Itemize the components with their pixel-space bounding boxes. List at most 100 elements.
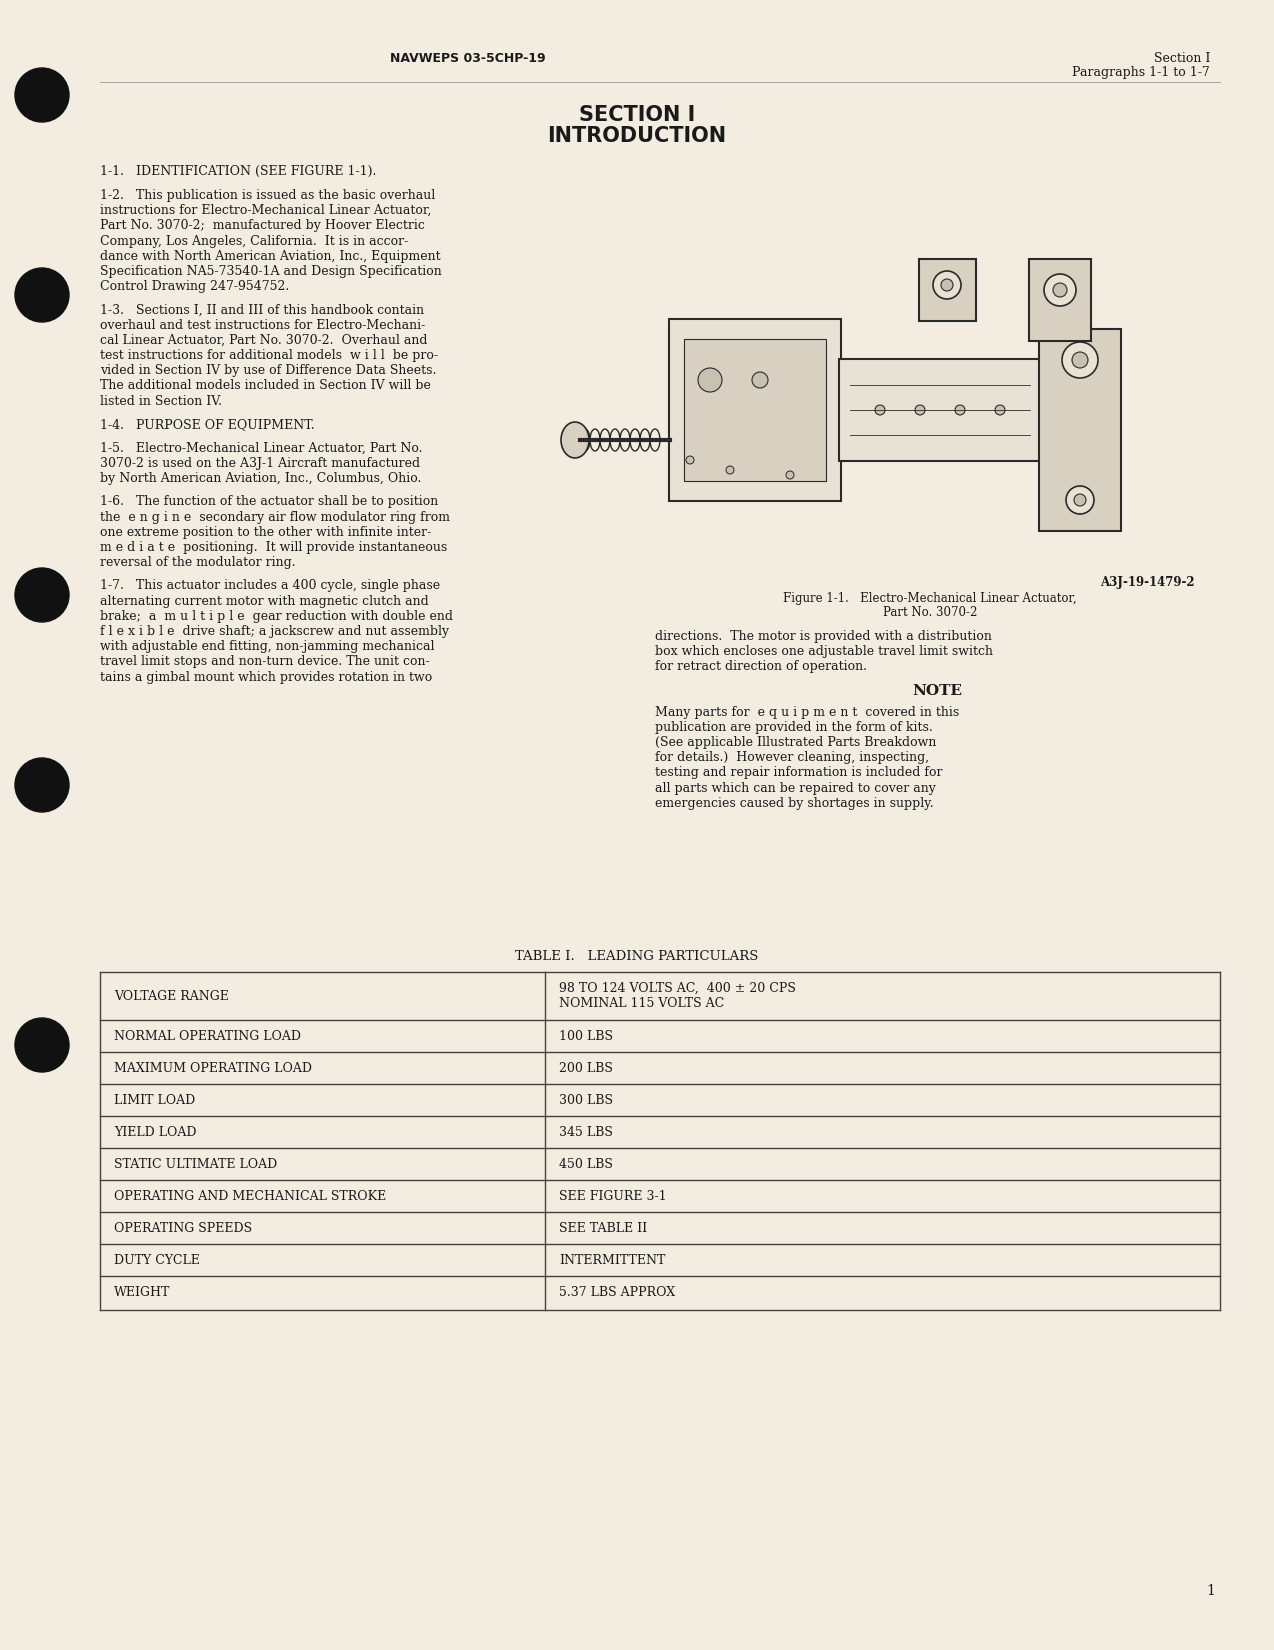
Circle shape [15,68,69,122]
Ellipse shape [561,422,589,459]
Circle shape [1054,284,1068,297]
Text: with adjustable end fitting, non-jamming mechanical: with adjustable end fitting, non-jamming… [99,640,434,653]
Text: A3J-19-1479-2: A3J-19-1479-2 [1101,576,1195,589]
Circle shape [1074,493,1085,507]
Text: brake;  a  m u l t i p l e  gear reduction with double end: brake; a m u l t i p l e gear reduction … [99,610,454,622]
Circle shape [698,368,722,393]
Circle shape [15,1018,69,1072]
Text: INTERMITTENT: INTERMITTENT [559,1254,665,1267]
Circle shape [15,267,69,322]
Text: box which encloses one adjustable travel limit switch: box which encloses one adjustable travel… [655,645,992,658]
Text: directions.  The motor is provided with a distribution: directions. The motor is provided with a… [655,630,992,644]
Text: 5.37 LBS APPROX: 5.37 LBS APPROX [559,1287,675,1300]
Text: STATIC ULTIMATE LOAD: STATIC ULTIMATE LOAD [113,1158,278,1170]
Text: OPERATING SPEEDS: OPERATING SPEEDS [113,1221,252,1234]
Text: all parts which can be repaired to cover any: all parts which can be repaired to cover… [655,782,936,795]
Circle shape [752,371,768,388]
Text: LIMIT LOAD: LIMIT LOAD [113,1094,195,1107]
Text: OPERATING AND MECHANICAL STROKE: OPERATING AND MECHANICAL STROKE [113,1190,386,1203]
Circle shape [726,465,734,474]
Text: reversal of the modulator ring.: reversal of the modulator ring. [99,556,296,569]
Text: instructions for Electro-Mechanical Linear Actuator,: instructions for Electro-Mechanical Line… [99,205,432,218]
Text: MAXIMUM OPERATING LOAD: MAXIMUM OPERATING LOAD [113,1061,312,1074]
Text: f l e x i b l e  drive shaft; a jackscrew and nut assembly: f l e x i b l e drive shaft; a jackscrew… [99,625,450,639]
Circle shape [915,404,925,416]
Text: VOLTAGE RANGE: VOLTAGE RANGE [113,990,229,1003]
Text: DUTY CYCLE: DUTY CYCLE [113,1254,200,1267]
Text: Control Drawing 247-954752.: Control Drawing 247-954752. [99,280,289,294]
Text: 1-7.   This actuator includes a 400 cycle, single phase: 1-7. This actuator includes a 400 cycle,… [99,579,440,592]
Text: m e d i a t e  positioning.  It will provide instantaneous: m e d i a t e positioning. It will provi… [99,541,447,554]
Circle shape [995,404,1005,416]
Text: publication are provided in the form of kits.: publication are provided in the form of … [655,721,933,734]
Text: 345 LBS: 345 LBS [559,1125,613,1138]
Circle shape [1071,351,1088,368]
Text: 1-2.   This publication is issued as the basic overhaul: 1-2. This publication is issued as the b… [99,190,436,201]
FancyBboxPatch shape [669,318,841,502]
FancyBboxPatch shape [840,360,1041,460]
Circle shape [685,455,694,464]
FancyBboxPatch shape [684,338,826,482]
Text: 1-5.   Electro-Mechanical Linear Actuator, Part No.: 1-5. Electro-Mechanical Linear Actuator,… [99,442,423,455]
Text: (See applicable Illustrated Parts Breakdown: (See applicable Illustrated Parts Breakd… [655,736,936,749]
Text: vided in Section IV by use of Difference Data Sheets.: vided in Section IV by use of Difference… [99,365,437,378]
Text: Figure 1-1.   Electro-Mechanical Linear Actuator,: Figure 1-1. Electro-Mechanical Linear Ac… [784,592,1077,606]
Text: cal Linear Actuator, Part No. 3070-2.  Overhaul and: cal Linear Actuator, Part No. 3070-2. Ov… [99,333,428,346]
Text: YIELD LOAD: YIELD LOAD [113,1125,196,1138]
Text: 1-1.   IDENTIFICATION (SEE FIGURE 1-1).: 1-1. IDENTIFICATION (SEE FIGURE 1-1). [99,165,376,178]
Text: SEE TABLE II: SEE TABLE II [559,1221,647,1234]
FancyBboxPatch shape [0,0,1274,1650]
Circle shape [933,271,961,299]
Text: Part No. 3070-2;  manufactured by Hoover Electric: Part No. 3070-2; manufactured by Hoover … [99,219,424,233]
Text: NAVWEPS 03-5CHP-19: NAVWEPS 03-5CHP-19 [390,53,545,64]
FancyBboxPatch shape [1029,259,1091,342]
Text: 98 TO 124 VOLTS AC,  400 ± 20 CPS
NOMINAL 115 VOLTS AC: 98 TO 124 VOLTS AC, 400 ± 20 CPS NOMINAL… [559,982,796,1010]
Circle shape [1063,342,1098,378]
Text: dance with North American Aviation, Inc., Equipment: dance with North American Aviation, Inc.… [99,249,441,262]
Text: WEIGHT: WEIGHT [113,1287,171,1300]
Text: 1: 1 [1206,1584,1215,1597]
Text: 3070-2 is used on the A3J-1 Aircraft manufactured: 3070-2 is used on the A3J-1 Aircraft man… [99,457,420,470]
Text: emergencies caused by shortages in supply.: emergencies caused by shortages in suppl… [655,797,934,810]
Circle shape [941,279,953,290]
Text: 1-6.   The function of the actuator shall be to position: 1-6. The function of the actuator shall … [99,495,438,508]
Text: one extreme position to the other with infinite inter-: one extreme position to the other with i… [99,526,432,540]
Text: Part No. 3070-2: Part No. 3070-2 [883,606,977,619]
Text: Section I: Section I [1154,53,1210,64]
Circle shape [1066,487,1094,515]
FancyBboxPatch shape [919,259,976,322]
Text: travel limit stops and non-turn device. The unit con-: travel limit stops and non-turn device. … [99,655,429,668]
Text: Company, Los Angeles, California.  It is in accor-: Company, Los Angeles, California. It is … [99,234,408,248]
Text: overhaul and test instructions for Electro-Mechani-: overhaul and test instructions for Elect… [99,318,426,332]
Text: Specification NA5-73540-1A and Design Specification: Specification NA5-73540-1A and Design Sp… [99,266,442,277]
Text: the  e n g i n e  secondary air flow modulator ring from: the e n g i n e secondary air flow modul… [99,510,450,523]
Text: TABLE I.   LEADING PARTICULARS: TABLE I. LEADING PARTICULARS [515,950,759,964]
Circle shape [875,404,885,416]
Text: alternating current motor with magnetic clutch and: alternating current motor with magnetic … [99,594,429,607]
Text: for retract direction of operation.: for retract direction of operation. [655,660,868,673]
Text: listed in Section IV.: listed in Section IV. [99,394,222,408]
Text: 450 LBS: 450 LBS [559,1158,613,1170]
Text: for details.)  However cleaning, inspecting,: for details.) However cleaning, inspecti… [655,751,929,764]
Circle shape [786,470,794,478]
Text: NORMAL OPERATING LOAD: NORMAL OPERATING LOAD [113,1030,301,1043]
Text: Paragraphs 1-1 to 1-7: Paragraphs 1-1 to 1-7 [1073,66,1210,79]
Text: SEE FIGURE 3-1: SEE FIGURE 3-1 [559,1190,666,1203]
Text: INTRODUCTION: INTRODUCTION [548,125,726,145]
Circle shape [15,568,69,622]
Text: 300 LBS: 300 LBS [559,1094,613,1107]
Text: testing and repair information is included for: testing and repair information is includ… [655,766,943,779]
FancyBboxPatch shape [1040,328,1121,531]
Circle shape [15,757,69,812]
Text: test instructions for additional models  w i l l  be pro-: test instructions for additional models … [99,350,438,361]
Text: by North American Aviation, Inc., Columbus, Ohio.: by North American Aviation, Inc., Columb… [99,472,422,485]
Text: 1-4.   PURPOSE OF EQUIPMENT.: 1-4. PURPOSE OF EQUIPMENT. [99,417,315,431]
Text: The additional models included in Section IV will be: The additional models included in Sectio… [99,380,431,393]
Text: SECTION I: SECTION I [578,106,696,125]
Text: 100 LBS: 100 LBS [559,1030,613,1043]
Text: tains a gimbal mount which provides rotation in two: tains a gimbal mount which provides rota… [99,670,432,683]
Text: 200 LBS: 200 LBS [559,1061,613,1074]
Circle shape [1043,274,1077,305]
Text: NOTE: NOTE [912,683,962,698]
Circle shape [956,404,964,416]
